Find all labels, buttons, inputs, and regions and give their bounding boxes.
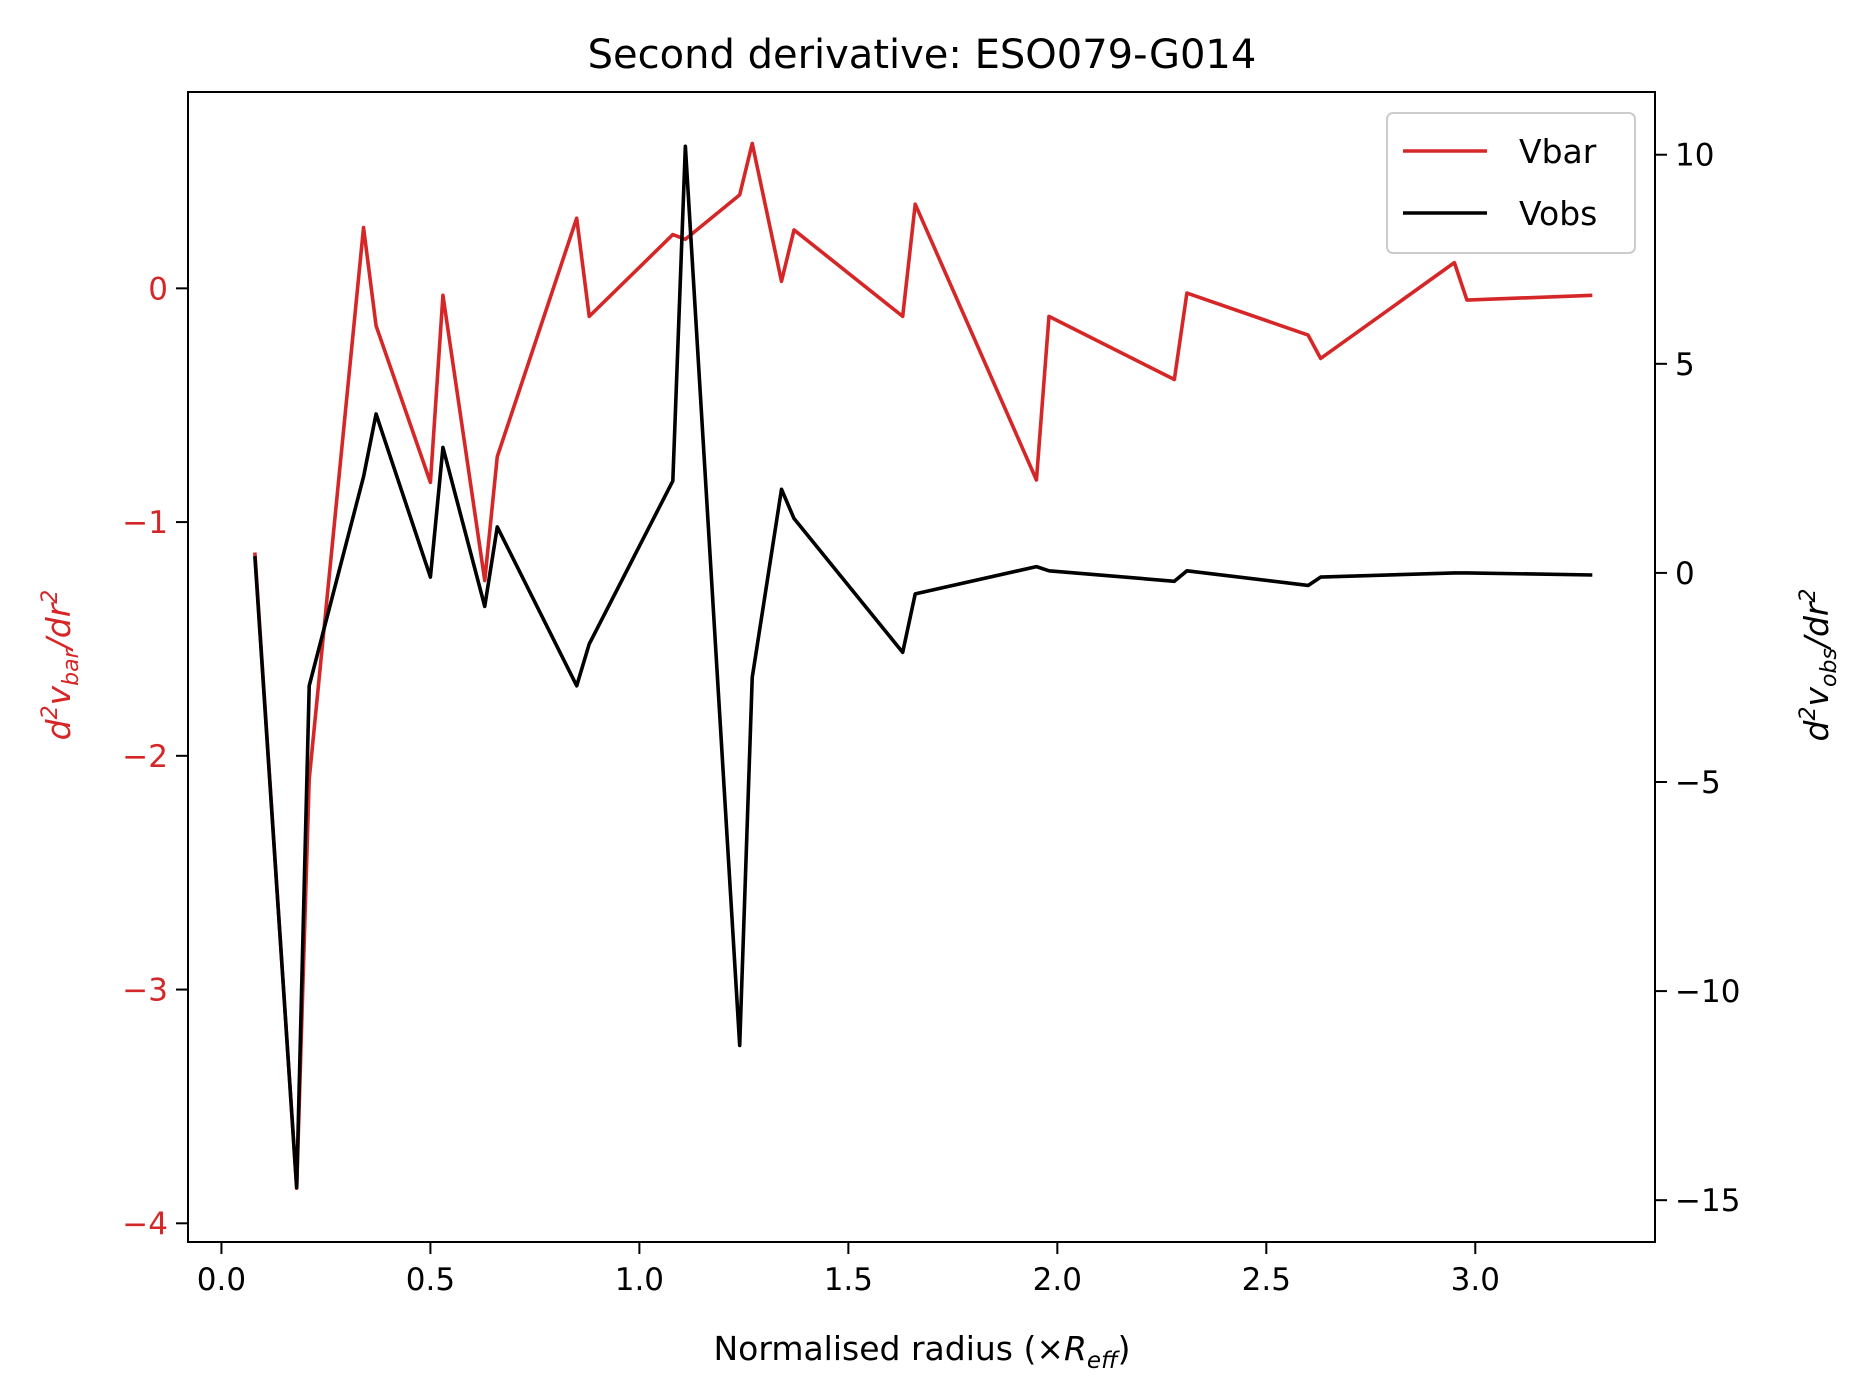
x-tick-label: 0.5 <box>406 1262 455 1298</box>
x-axis: 0.0 0.5 1.0 1.5 2.0 2.5 3.0 <box>197 1242 1500 1298</box>
legend-label-vbar: Vbar <box>1519 132 1597 171</box>
y-left-tick-label: −1 <box>122 505 168 541</box>
y-left-tick-label: 0 <box>148 271 168 307</box>
y-right-tick-label: −5 <box>1675 765 1721 801</box>
x-tick-label: 0.0 <box>197 1262 246 1298</box>
legend-label-vobs: Vobs <box>1519 194 1597 233</box>
x-tick-label: 2.5 <box>1242 1262 1291 1298</box>
series-layer <box>253 141 1593 1191</box>
y-right-tick-label: 10 <box>1675 138 1714 174</box>
series-line-vobs <box>253 144 1593 1190</box>
legend-box <box>1386 112 1636 254</box>
y-axis-left-label: d2vbar/dr2 <box>38 590 84 741</box>
legend: Vbar Vobs <box>1386 112 1636 254</box>
x-tick-label: 1.5 <box>824 1262 873 1298</box>
y-left-tick-label: −2 <box>122 739 168 775</box>
x-tick-label: 2.0 <box>1033 1262 1082 1298</box>
y-right-tick-label: −15 <box>1675 1183 1740 1219</box>
x-tick-label: 1.0 <box>615 1262 664 1298</box>
x-axis-label: Normalised radius (×Reff) <box>713 1329 1130 1374</box>
series-line-vbar <box>253 141 1593 1191</box>
x-tick-label: 3.0 <box>1451 1262 1500 1298</box>
plot-border <box>187 91 1656 1243</box>
y-axis-left: 0 −1 −2 −3 −4 <box>122 271 188 1242</box>
plot-area <box>187 91 1656 1243</box>
y-axis-right-label: d2vobs/dr2 <box>1796 588 1842 741</box>
y-left-tick-label: −4 <box>122 1206 168 1242</box>
y-axis-right: 10 5 0 −5 −10 −15 <box>1655 138 1740 1219</box>
y-left-tick-label: −3 <box>122 973 168 1009</box>
chart-title: Second derivative: ESO079-G014 <box>588 32 1257 78</box>
y-right-tick-label: 0 <box>1675 556 1695 592</box>
y-right-tick-label: 5 <box>1675 347 1695 383</box>
y-right-tick-label: −10 <box>1675 974 1740 1010</box>
